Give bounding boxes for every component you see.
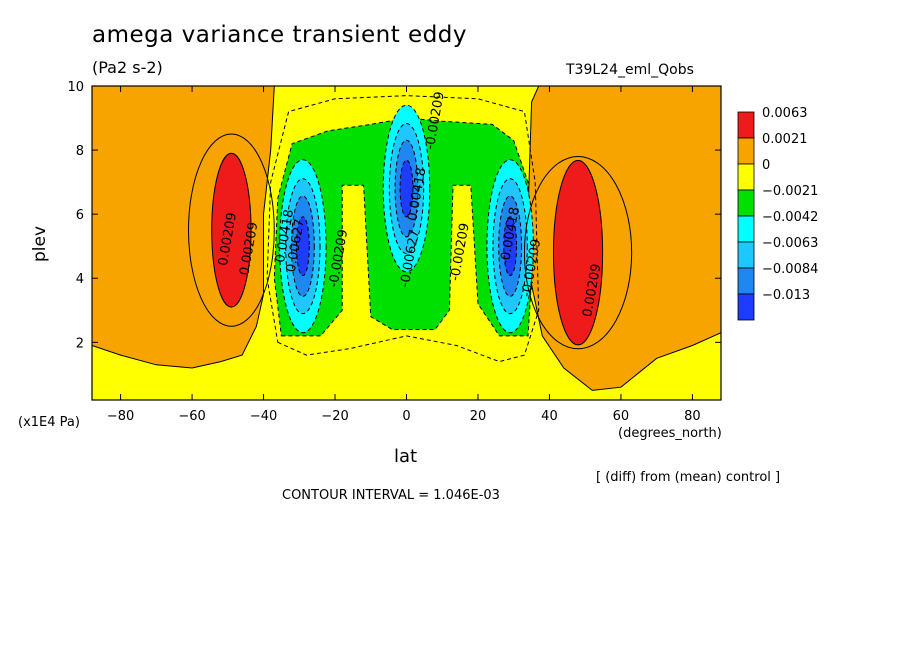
legend-level-label: 0.0063: [762, 106, 808, 121]
legend-swatch: [737, 215, 755, 243]
y-tick-label: 2: [76, 336, 84, 351]
legend-level-label: −0.0042: [762, 210, 818, 225]
units-label: (Pa2 s-2): [92, 58, 163, 77]
y-axis-unit: (x1E4 Pa): [18, 415, 80, 430]
contour-line-positive: [187, 133, 275, 327]
diff-note: [ (diff) from (mean) control ]: [596, 470, 781, 485]
legend-swatch: [737, 189, 755, 217]
band-neg-5: [503, 216, 518, 277]
band-neg-5: [399, 159, 414, 218]
legend-swatch: [737, 241, 755, 269]
legend-level-label: −0.013: [762, 288, 810, 303]
legend-level-label: −0.0021: [762, 184, 818, 199]
x-tick-label: −80: [107, 409, 134, 424]
chart-title: amega variance transient eddy: [92, 22, 468, 48]
x-axis-unit: (degrees_north): [618, 426, 722, 441]
band-high: [552, 159, 604, 346]
band-high: [211, 152, 252, 308]
x-tick-label: 80: [684, 409, 701, 424]
legend-level-label: 0.0021: [762, 132, 808, 147]
contour-lines: [187, 95, 633, 363]
contour-interval: CONTOUR INTERVAL = 1.046E-03: [282, 488, 500, 503]
contour-line-negative: [266, 95, 540, 363]
legend-swatch: [737, 267, 755, 295]
run-name: T39L24_eml_Qobs: [566, 62, 694, 78]
legend-swatch: [737, 293, 755, 321]
axes: −80 −60 −40 −20 0 20 40 60 80 2 4 6 8 10: [67, 80, 721, 424]
legend-swatch: [737, 111, 755, 139]
legend-level-label: 0: [762, 158, 770, 173]
y-tick-label: 8: [76, 144, 84, 159]
color-legend: 0.0063 0.0021 0 −0.0021 −0.0042 −0.0063 −0.008…: [737, 106, 818, 321]
x-tick-label: −20: [321, 409, 348, 424]
contour-line-positive: [523, 155, 633, 350]
y-tick-label: 10: [67, 80, 84, 95]
x-tick-label: 60: [613, 409, 630, 424]
x-tick-label: −60: [178, 409, 205, 424]
y-tick-label: 4: [76, 272, 84, 287]
x-tick-label: 40: [541, 409, 558, 424]
x-tick-label: 0: [402, 409, 410, 424]
x-axis-label: lat: [394, 446, 418, 467]
legend-level-label: −0.0084: [762, 262, 818, 277]
x-tick-label: 20: [470, 409, 487, 424]
band-neg-5: [295, 216, 310, 277]
contour-field: [92, 86, 721, 400]
legend-swatch: [737, 137, 755, 165]
legend-swatch: [737, 163, 755, 191]
legend-level-label: −0.0063: [762, 236, 818, 251]
y-tick-label: 6: [76, 208, 84, 223]
x-tick-label: −40: [250, 409, 277, 424]
